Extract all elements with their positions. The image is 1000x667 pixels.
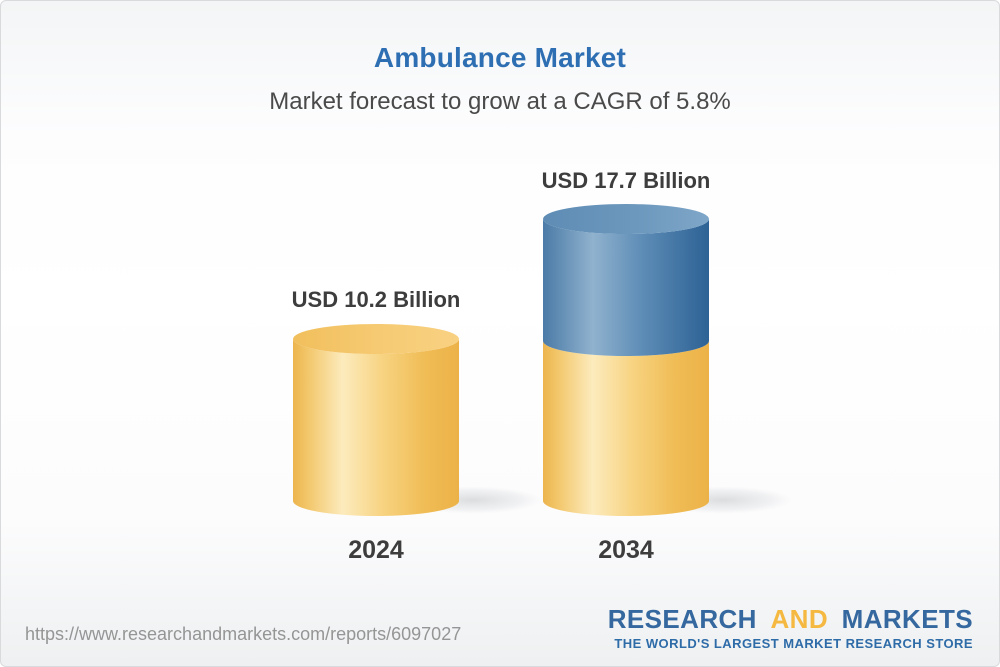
category-label-2024: 2024 <box>348 536 404 564</box>
logo-tagline: THE WORLD'S LARGEST MARKET RESEARCH STOR… <box>614 636 973 651</box>
logo-wordmark: RESEARCH AND MARKETS <box>608 606 973 632</box>
logo-word-markets: MARKETS <box>841 604 973 634</box>
logo-word-and: AND <box>770 604 829 634</box>
chart-title: Ambulance Market <box>373 42 627 73</box>
chart-subtitle: Market forecast to grow at a CAGR of 5.8… <box>269 88 731 115</box>
value-label-2034: USD 17.7 Billion <box>541 168 711 193</box>
report-url: https://www.researchandmarkets.com/repor… <box>25 624 462 644</box>
cylinder-2024-body <box>293 339 459 516</box>
research-and-markets-logo: RESEARCH AND MARKETS THE WORLD'S LARGEST… <box>608 606 973 650</box>
value-label-2024: USD 10.2 Billion <box>291 287 461 312</box>
cylinder-2034-growth <box>543 204 709 356</box>
cylinder-2034-top <box>543 204 709 234</box>
category-label-2034: 2034 <box>598 536 654 564</box>
cylinder-2034-base-body <box>543 341 709 516</box>
cylinder-2024-top <box>293 324 459 354</box>
cylinder-2034-base <box>543 341 709 516</box>
cylinder-2034-growth-body <box>543 219 709 356</box>
cylinder-2024 <box>293 324 459 516</box>
logo-word-research: RESEARCH <box>607 604 757 634</box>
